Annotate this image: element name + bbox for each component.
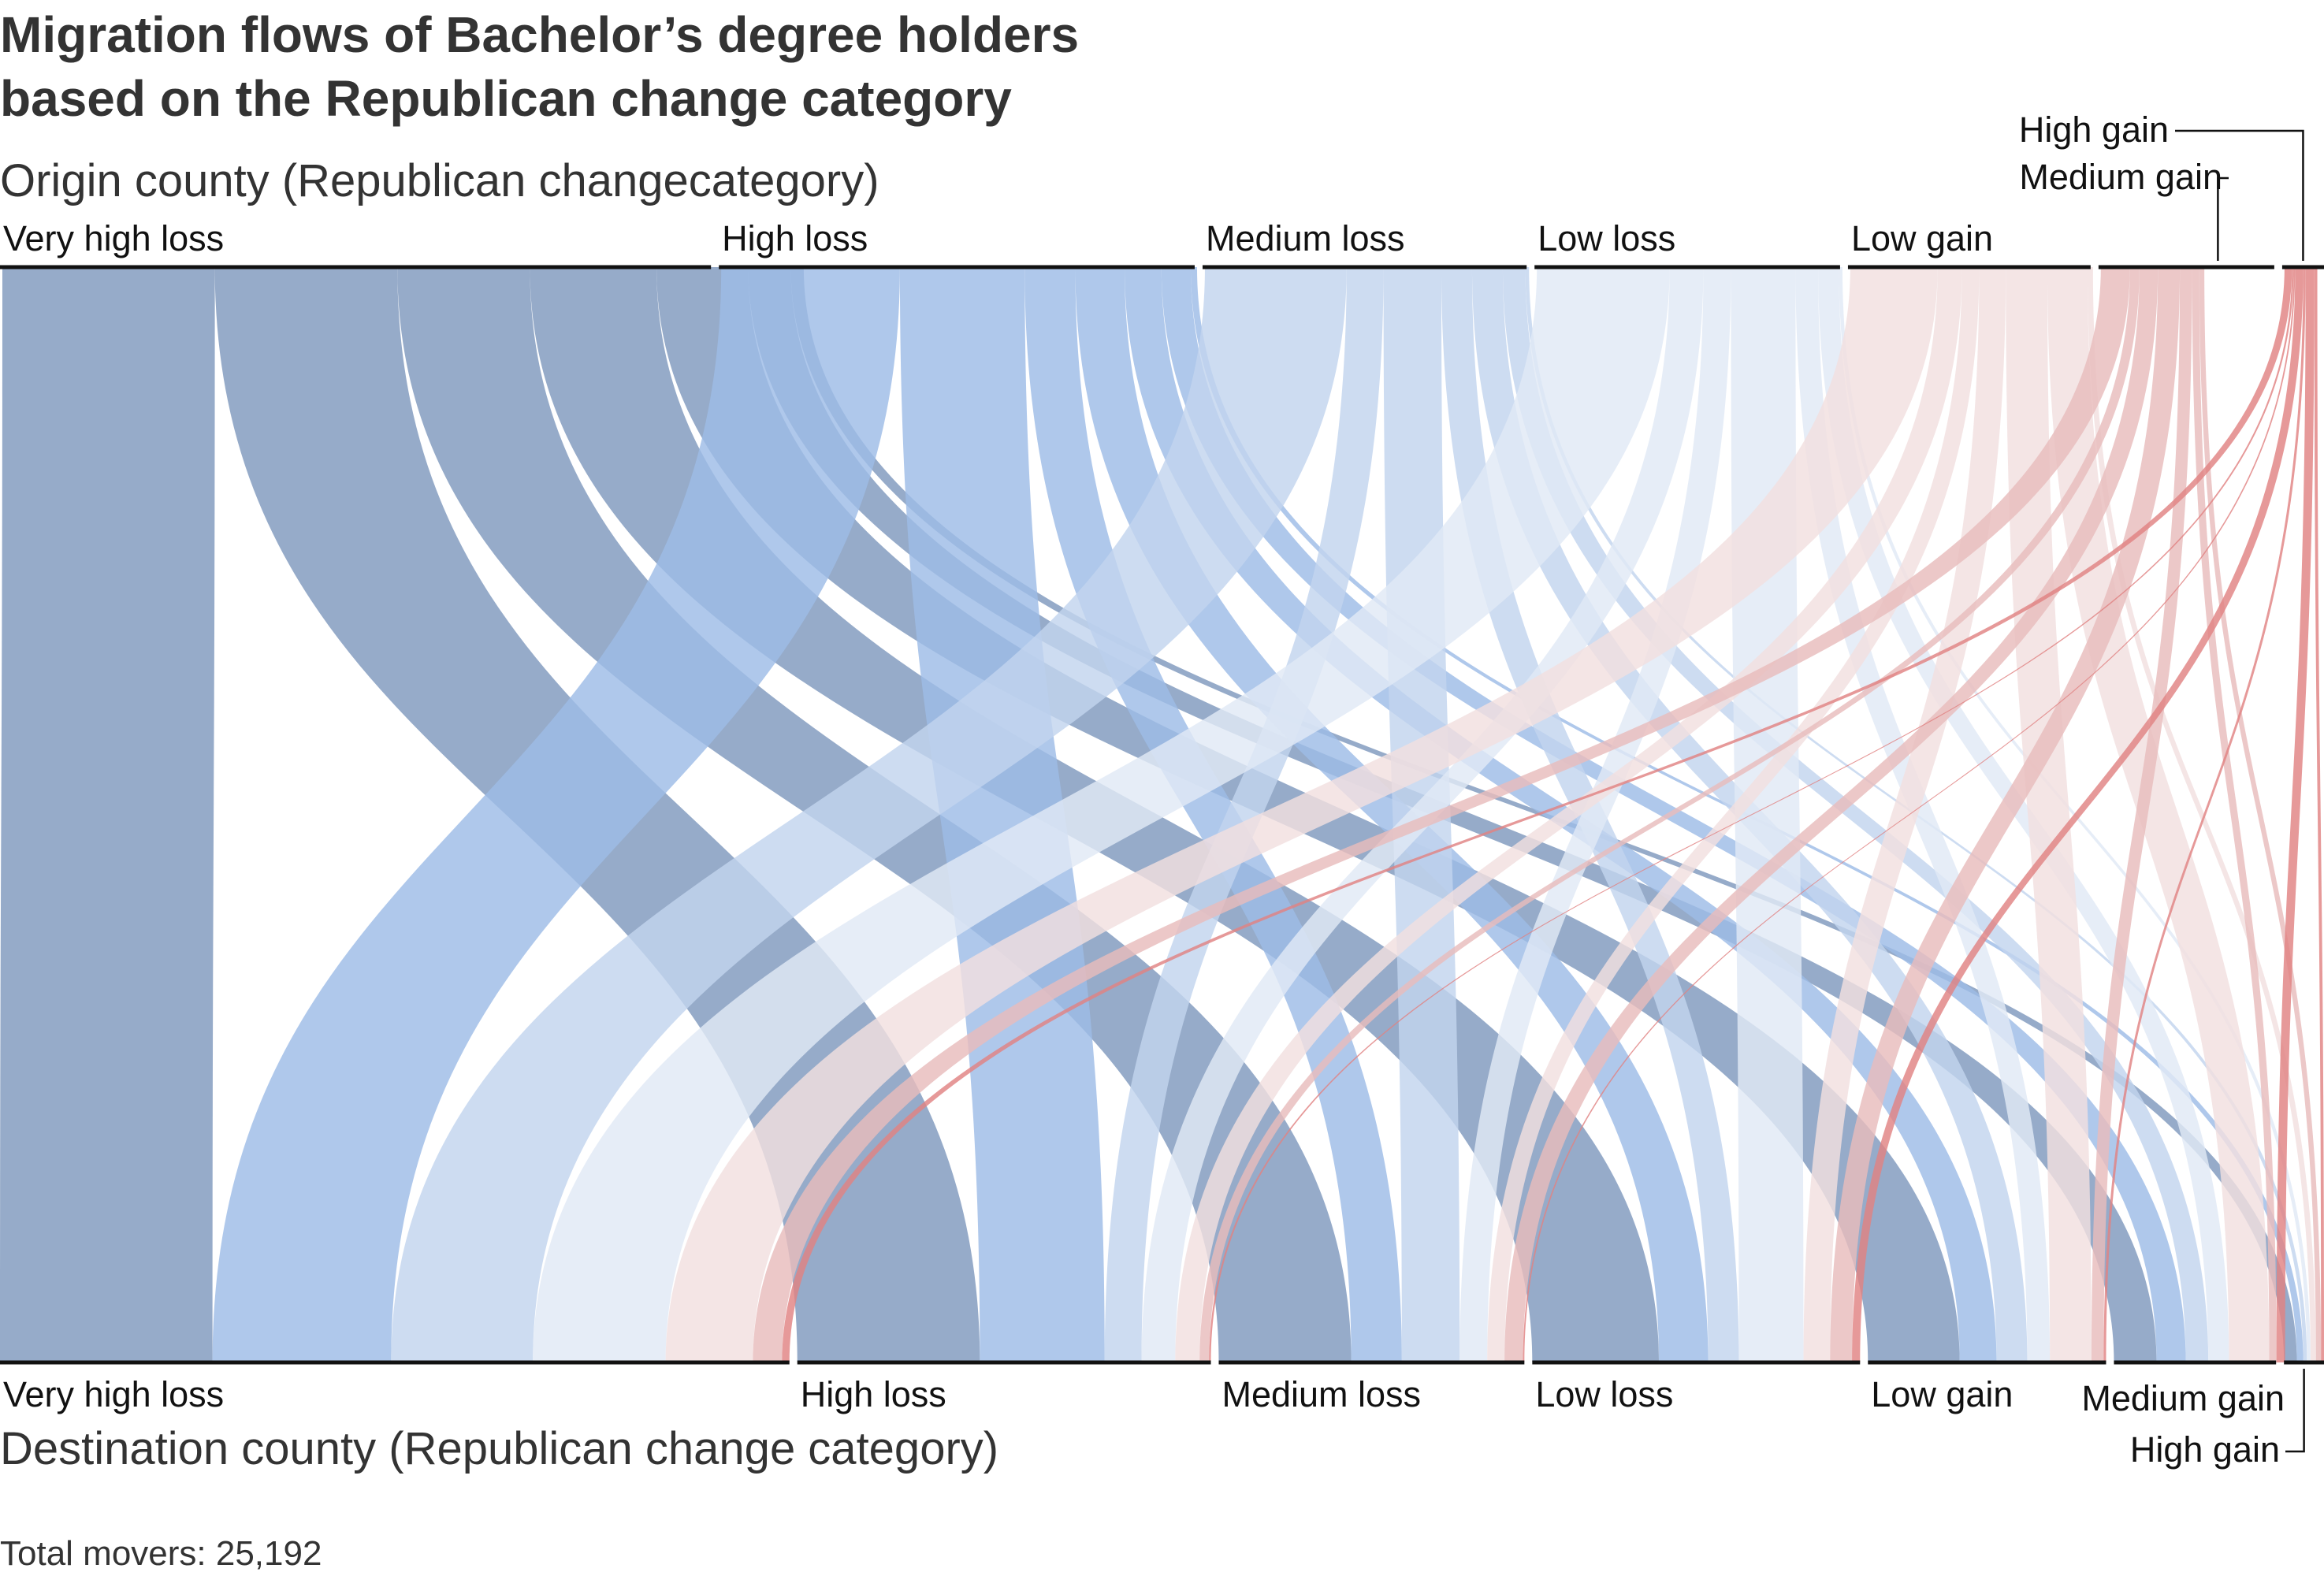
- flow-medium-gain-to-high-gain: [2199, 267, 2322, 1362]
- flow-high-gain-to-low-gain: [2103, 267, 2306, 1362]
- flow-medium-gain-to-high-loss: [1199, 267, 2140, 1362]
- flow-medium-gain-to-low-loss: [1830, 267, 2181, 1362]
- origin-leader-high-gain: [2175, 129, 2304, 261]
- destination-label-high-gain: High gain: [2130, 1429, 2280, 1470]
- origin-label-medium-gain: Medium gain: [2019, 157, 2222, 197]
- destination-label-high-loss: High loss: [801, 1374, 946, 1414]
- flows-group: [0, 267, 2324, 1362]
- chart-title: Migration flows of Bachelor’s degree hol…: [0, 3, 1079, 131]
- flow-high-loss-to-high-loss: [899, 267, 1105, 1362]
- flow-low-loss-to-medium-loss: [1459, 267, 1731, 1362]
- flow-high-gain-to-very-high-loss: [782, 267, 2292, 1362]
- flow-low-gain-to-very-high-loss: [665, 267, 1938, 1362]
- destination-label-low-gain: Low gain: [1871, 1374, 2013, 1414]
- origin-label-low-gain: Low gain: [1851, 218, 1993, 258]
- destination-label-medium-gain: Medium gain: [2081, 1378, 2285, 1418]
- flow-medium-gain-to-medium-loss: [1504, 267, 2159, 1362]
- origin-leader-medium-gain: [2217, 177, 2229, 261]
- flow-high-gain-to-high-loss: [1209, 267, 2294, 1362]
- origin-label-very-high-loss: Very high loss: [3, 218, 224, 258]
- flow-medium-gain-to-low-gain: [2091, 267, 2192, 1362]
- flow-high-loss-to-medium-loss: [1024, 267, 1402, 1362]
- flow-high-gain-to-high-gain: [2314, 267, 2324, 1362]
- flow-low-gain-to-medium-gain: [2047, 267, 2270, 1362]
- destination-label-medium-loss: Medium loss: [1221, 1374, 1421, 1414]
- flow-low-loss-to-medium-gain: [1818, 267, 2229, 1362]
- origin-label-medium-loss: Medium loss: [1206, 218, 1405, 258]
- flow-high-gain-to-medium-loss: [1523, 267, 2296, 1362]
- flow-high-gain-to-medium-gain: [2276, 267, 2315, 1362]
- axes-group: [0, 265, 2324, 1365]
- labels-group: Very high loss High loss Medium loss Low lo…: [3, 110, 2305, 1470]
- flow-high-loss-to-low-loss: [1075, 267, 1709, 1362]
- flow-low-loss-to-low-gain: [1795, 267, 2051, 1362]
- total-movers-note: Total movers: 25,192: [0, 1534, 322, 1573]
- flow-medium-loss-to-medium-gain: [1502, 267, 2209, 1362]
- flow-very-high-loss-to-very-high-loss: [0, 267, 215, 1362]
- flow-low-gain-to-high-gain: [2087, 267, 2316, 1362]
- origin-label-low-loss: Low loss: [1538, 218, 1675, 258]
- flow-low-loss-to-very-high-loss: [533, 267, 1670, 1362]
- flow-low-gain-to-high-loss: [1175, 267, 1962, 1362]
- origin-label-high-loss: High loss: [722, 218, 868, 258]
- flow-high-gain-to-low-loss: [1852, 267, 2304, 1362]
- flow-low-loss-to-high-loss: [1141, 267, 1704, 1362]
- destination-axis-heading: Destination county (Republican change ca…: [0, 1423, 999, 1474]
- title-line-1: Migration flows of Bachelor’s degree hol…: [0, 6, 1080, 63]
- destination-label-very-high-loss: Very high loss: [3, 1374, 224, 1414]
- flow-high-loss-to-very-high-loss: [212, 267, 900, 1362]
- flow-low-gain-to-medium-loss: [1487, 267, 1980, 1362]
- flow-medium-gain-to-medium-gain: [2192, 267, 2277, 1362]
- origin-axis-heading: Origin county (Republican changecategory…: [0, 155, 879, 206]
- flow-medium-loss-to-high-loss: [1104, 267, 1384, 1362]
- origin-label-high-gain: High gain: [2019, 110, 2169, 150]
- title-line-2: based on the Republican change category: [0, 70, 1012, 127]
- destination-leader-high-gain: [2285, 1369, 2305, 1453]
- flow-low-gain-to-low-loss: [1803, 267, 2006, 1362]
- flow-medium-gain-to-very-high-loss: [753, 267, 2130, 1362]
- flow-low-gain-to-low-gain: [2006, 267, 2092, 1362]
- destination-label-low-loss: Low loss: [1535, 1374, 1673, 1414]
- flow-medium-loss-to-very-high-loss: [391, 267, 1347, 1362]
